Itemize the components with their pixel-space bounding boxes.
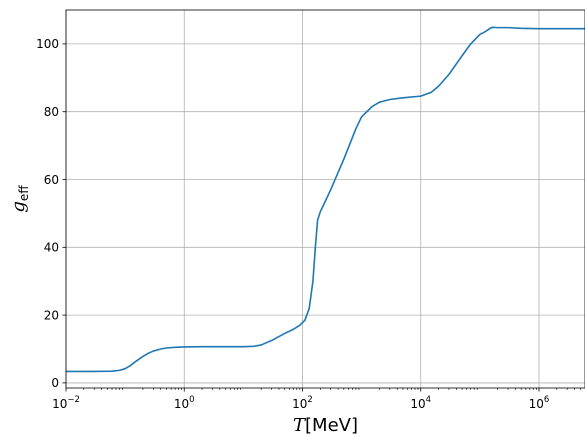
x-axis-label: T[MeV] bbox=[293, 415, 358, 436]
y-tick-label: 0 bbox=[51, 376, 59, 390]
x-tick-label: 106 bbox=[529, 395, 550, 411]
x-tick-label: 104 bbox=[410, 395, 431, 411]
x-tick-label: 100 bbox=[174, 395, 195, 411]
grid-layer bbox=[65, 10, 585, 388]
series-line bbox=[66, 26, 585, 373]
y-tick-label: 80 bbox=[44, 105, 59, 119]
plot-frame bbox=[65, 9, 585, 389]
tick-layer bbox=[62, 43, 581, 392]
x-tick-label: 102 bbox=[292, 395, 313, 411]
label-layer: 10−2 100 102 104 106 0 20 40 60 80 100 T[MeV] geff bbox=[8, 37, 549, 436]
y-axis-label: geff bbox=[8, 185, 31, 213]
y-tick-label: 100 bbox=[36, 37, 59, 51]
x-tick-label: 10−2 bbox=[52, 395, 80, 411]
y-tick-label: 40 bbox=[44, 241, 59, 255]
series-layer bbox=[66, 26, 585, 373]
y-tick-label: 60 bbox=[44, 173, 59, 187]
y-tick-label: 20 bbox=[44, 308, 59, 322]
